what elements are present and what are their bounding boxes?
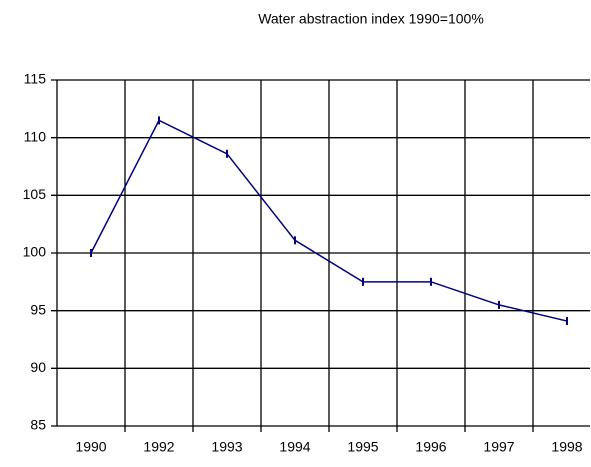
chart-title: Water abstraction index 1990=100%	[258, 11, 484, 27]
x-tick-label: 1994	[279, 439, 310, 455]
x-tick-label: 1990	[75, 439, 106, 455]
x-tick-label: 1997	[483, 439, 514, 455]
y-tick-label: 100	[23, 244, 47, 260]
y-tick-label: 85	[30, 417, 46, 433]
x-tick-label: 1996	[415, 439, 446, 455]
x-tick-label: 1992	[143, 439, 174, 455]
y-tick-label: 110	[24, 128, 47, 144]
x-tick-label: 1995	[347, 439, 378, 455]
y-tick-label: 115	[24, 71, 47, 87]
y-tick-label: 90	[30, 359, 46, 375]
y-tick-label: 105	[23, 186, 47, 202]
x-tick-label: 1998	[551, 439, 582, 455]
x-tick-label: 1993	[211, 439, 242, 455]
y-tick-label: 95	[30, 301, 46, 317]
line	[90, 119, 568, 322]
